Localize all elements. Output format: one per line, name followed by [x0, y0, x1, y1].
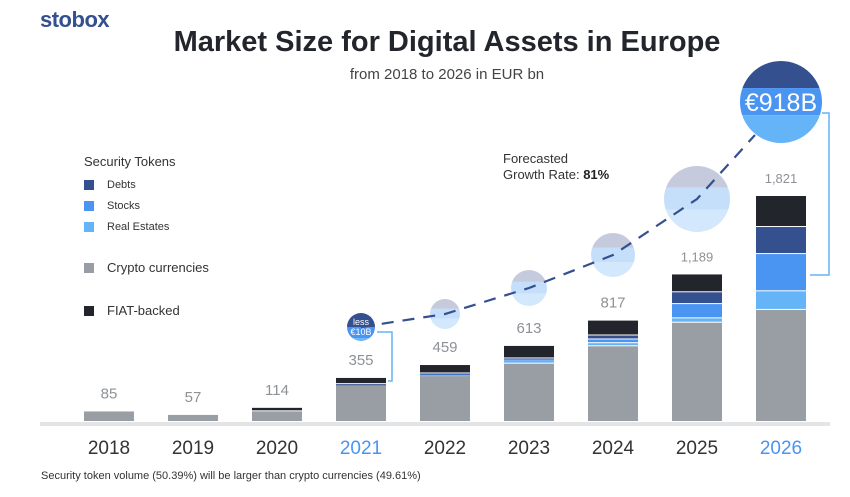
- bubble-band: [664, 166, 730, 188]
- legend-swatch-stocks: [84, 201, 94, 211]
- x-tick-label: 2021: [340, 438, 382, 459]
- bubble-band: [430, 318, 460, 329]
- bar-segment-crypto-currencies: [504, 363, 554, 421]
- bubble-band: [347, 327, 375, 339]
- connector-2021: [377, 331, 393, 382]
- bar-segment-stocks: [588, 339, 638, 343]
- total-label: 355: [348, 352, 373, 369]
- total-label: 817: [600, 295, 625, 312]
- legend-label: Stocks: [107, 200, 141, 212]
- bubble-label: €10B: [350, 327, 371, 337]
- legend-swatch-real-estates: [84, 222, 94, 232]
- bar-segment-crypto-currencies: [672, 322, 722, 421]
- connector-2026: [810, 112, 830, 276]
- growth-trend-dashed-line: [360, 134, 756, 329]
- bar-segment-debts: [672, 292, 722, 304]
- bar-segment-fiat-backed: [336, 377, 386, 384]
- total-label: 459: [432, 339, 457, 356]
- legend-label: FIAT-backed: [107, 303, 180, 318]
- bar-segment-debts: [756, 227, 806, 254]
- bar-segment-stocks: [756, 254, 806, 291]
- bar-segment-real-estates: [420, 375, 470, 377]
- legend-swatch-fiat: [84, 305, 94, 316]
- bar-segment-fiat-backed: [588, 320, 638, 335]
- chart-subtitle: from 2018 to 2026 in EUR bn: [349, 66, 545, 83]
- bar-segment-fiat-backed: [420, 365, 470, 373]
- total-label: 85: [101, 385, 118, 402]
- bar-segment-crypto-currencies: [420, 376, 470, 421]
- bar-segment-fiat-backed: [504, 345, 554, 358]
- bar-segment-crypto-currencies: [84, 411, 134, 421]
- total-label: 114: [265, 382, 289, 399]
- bubble-band: [347, 313, 375, 327]
- bar-segment-crypto-currencies: [588, 346, 638, 421]
- legend-label: Debts: [107, 179, 136, 191]
- x-tick-label: 2026: [760, 438, 802, 459]
- bar-segment-stocks: [420, 374, 470, 376]
- x-tick-label: 2024: [592, 438, 635, 459]
- bar-segment-crypto-currencies: [252, 411, 302, 421]
- bubble-band: [591, 262, 635, 277]
- x-tick-label: 2019: [172, 438, 214, 459]
- growth-rate-annotation: Forecasted Growth Rate: 81%: [503, 151, 609, 183]
- bar-segment-fiat-backed: [672, 274, 722, 292]
- footnote: Security token volume (50.39%) will be l…: [41, 470, 421, 482]
- bar-segment-debts: [336, 384, 386, 386]
- bar-segment-debts: [588, 335, 638, 339]
- x-tick-label: 2022: [424, 438, 466, 459]
- bar-segment-debts: [504, 358, 554, 360]
- bar-segment-real-estates: [756, 291, 806, 309]
- legend-item-debts: Debts: [84, 179, 136, 191]
- legend-group-title: Security Tokens: [84, 154, 176, 169]
- bar-segment-crypto-currencies: [168, 414, 218, 421]
- bubble-band: [664, 209, 730, 232]
- legend-item-stocks: Stocks: [84, 200, 140, 212]
- x-tick-label: 2023: [508, 438, 550, 459]
- legend-label: Real Estates: [107, 221, 170, 233]
- legend-swatch-crypto: [84, 262, 94, 273]
- bar-segment-stocks: [504, 359, 554, 361]
- total-label: 1,189: [681, 249, 714, 264]
- legend-item-crypto: Crypto currencies: [84, 260, 209, 275]
- x-axis-baseline: [40, 422, 830, 426]
- bar-segment-real-estates: [672, 318, 722, 322]
- bubble-label: less: [353, 317, 370, 327]
- total-label: 57: [185, 389, 202, 406]
- bar-segment-real-estates: [504, 360, 554, 363]
- stobox-logo: stobox: [40, 7, 110, 32]
- growth-value: 81%: [583, 167, 610, 182]
- growth-label-1: Forecasted: [503, 151, 569, 166]
- bubble-band: [591, 233, 635, 248]
- total-label: 613: [516, 320, 541, 337]
- bubble-label: €918B: [745, 89, 817, 117]
- total-label: 1,821: [765, 171, 798, 186]
- legend-item-real-estates: Real Estates: [84, 221, 169, 233]
- bubble-band: [430, 299, 460, 309]
- x-tick-label: 2020: [256, 438, 298, 459]
- bar-segment-real-estates: [588, 343, 638, 346]
- chart-title: Market Size for Digital Assets in Europe: [173, 26, 721, 58]
- bar-segment-stocks: [672, 304, 722, 318]
- bar-segment-fiat-backed: [756, 196, 806, 227]
- bar-segment-fiat-backed: [252, 407, 302, 411]
- legend-item-fiat: FIAT-backed: [84, 303, 180, 318]
- bubble-band: [740, 61, 822, 89]
- growth-label-2: Growth Rate:: [503, 167, 584, 182]
- bar-segment-debts: [420, 373, 470, 375]
- bubble-band: [511, 293, 547, 306]
- bar-segment-crypto-currencies: [756, 309, 806, 421]
- legend-swatch-debts: [84, 180, 94, 190]
- bubble-band: [347, 338, 375, 341]
- bubble-band: [511, 270, 547, 282]
- bubble-band: [740, 88, 822, 116]
- bar-segment-crypto-currencies: [336, 385, 386, 421]
- x-tick-label: 2018: [88, 438, 130, 459]
- legend-label: Crypto currencies: [107, 260, 209, 275]
- x-tick-label: 2025: [676, 438, 718, 459]
